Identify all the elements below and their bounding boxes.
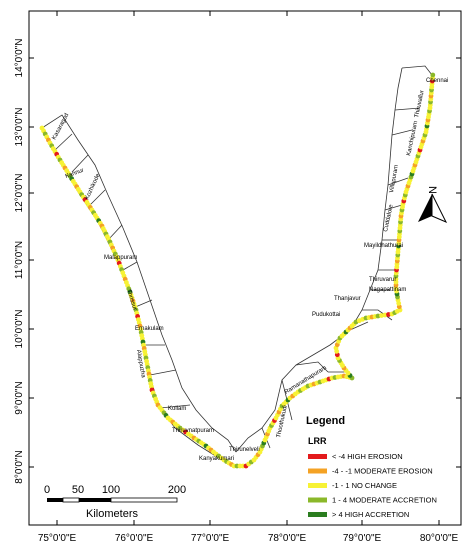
graticule-ticks [29,11,461,525]
lon-label-78: 78°0'0"E [268,533,307,544]
lrr-dot [379,313,384,318]
district-label-thanjavur: Thanjavur [334,296,361,302]
longitude-labels: 75°0'0"E 76°0'0"E 77°0'0"E 78°0'0"E 79°0… [38,533,459,544]
lrr-dot [375,313,381,319]
scale-seg-4 [110,497,178,503]
district-label-kollam: Kollam [168,406,186,412]
lon-label-75: 75°0'0"E [38,533,77,544]
scale-tick-0: 0 [44,484,50,496]
map-frame [28,10,462,526]
district-label-alappuzha: Alappuzha [135,349,146,379]
legend-swatch-1 [308,468,327,474]
lat-label-14: 14°0'0"N [14,39,25,78]
district-label-malappuram: Malappuram [104,255,137,261]
lon-label-79: 79°0'0"E [343,533,382,544]
latitude-labels: 14°0'0"N 13°0'0"N 12°0'0"N 11°0'0"N 10°0… [14,39,25,484]
north-arrow-icon [418,194,432,222]
north-arrow-label: N [426,186,438,194]
legend-items: < -4 HIGH EROSION -4 - -1 MODERATE EROSIO… [308,452,437,519]
lrr-dot [430,72,436,78]
district-label-ernakulam: Ernakulam [135,326,164,332]
lat-label-13: 13°0'0"N [14,108,25,147]
district-label-thirunelveli: Thirunelveli [229,447,260,453]
legend-swatch-4 [308,512,327,517]
legend-item-label-1: -4 - -1 MODERATE EROSION [332,467,433,476]
legend-swatch-3 [308,497,327,503]
scale-seg-1 [47,498,63,502]
district-label-chennai: Chennai [426,78,448,84]
district-label-thiruvnatpuram: Thiruvnatpuram [172,428,214,434]
district-label-mayildhathurai: Mayildhathurai [364,243,403,249]
scale-seg-3 [79,498,111,502]
district-label-pudukottai: Pudukottai [312,312,340,318]
district-label-thiruvallur: Thiruvallur [414,90,426,119]
district-label-thiruvarur: Thiruvarur [369,277,396,283]
district-label-villupuram: Villupuram [389,164,400,193]
scale-tick-200: 200 [168,484,186,496]
lrr-dot [386,312,391,317]
legend-subtitle: LRR [308,436,327,446]
legend-item-label-2: -1 - 1 NO CHANGE [332,481,397,490]
district-label-nagapattinam: Nagapattinam [369,287,406,293]
district-label-kanyakumari: Kanyakumari [199,456,234,462]
lrr-dot [382,312,388,318]
north-arrow: N [418,186,448,223]
legend-swatch-0 [308,454,327,459]
district-label-cuddalore: Cuddalore [383,203,395,232]
legend-item-label-4: > 4 HIGH ACCRETION [332,510,409,519]
legend-swatch-2 [308,483,327,488]
scale-seg-2 [62,497,80,503]
scale-tick-100: 100 [102,484,120,496]
lat-label-8: 8°0'0"N [14,450,25,483]
north-arrow-icon-half [431,193,448,223]
scale-unit: Kilometers [86,508,138,520]
coastline-lrr-dots [39,72,436,469]
lat-label-11: 11°0'0"N [14,241,25,279]
lat-label-12: 12°0'0"N [14,174,25,213]
lon-label-77: 77°0'0"E [191,533,230,544]
scale-tick-50: 50 [72,484,84,496]
lat-label-10: 10°0'0"N [14,310,25,349]
lat-label-9: 9°0'0"N [14,381,25,414]
scale-bar: 0 50 100 200 Kilometers [44,484,186,520]
legend: Legend LRR < -4 HIGH EROSION -4 - -1 MODE… [306,415,437,519]
legend-item-label-3: 1 - 4 MODERATE ACCRETION [332,496,437,505]
lon-label-76: 76°0'0"E [115,533,154,544]
lon-label-80: 80°0'0"E [420,533,459,544]
legend-item-label-0: < -4 HIGH EROSION [332,452,403,461]
legend-title: Legend [306,415,345,427]
